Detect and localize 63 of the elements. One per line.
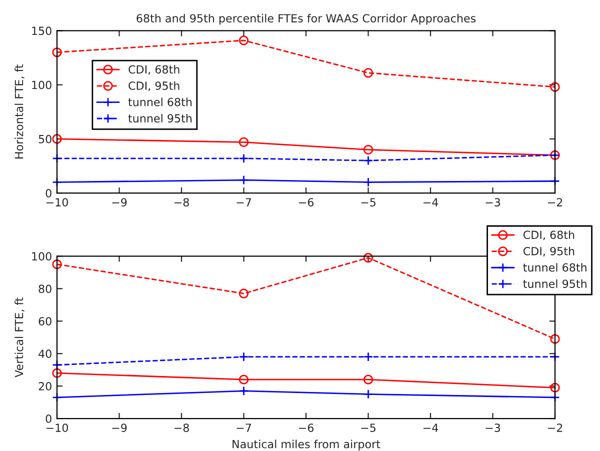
y-tick-label: 150	[32, 26, 52, 36]
point	[550, 382, 560, 393]
x-tick-label: −4	[423, 198, 438, 206]
point	[363, 252, 374, 263]
point	[52, 47, 62, 58]
x-tick-label: −3	[486, 198, 500, 206]
point	[52, 368, 62, 378]
x-tick-label: −3	[486, 424, 500, 432]
point	[363, 156, 374, 166]
x-tick-label: −7	[236, 198, 251, 206]
point	[52, 259, 62, 270]
legend-label: tunnel 68th	[523, 263, 586, 272]
point	[363, 144, 374, 155]
y-tick-label: 20	[38, 382, 52, 390]
x-tick-label: −10	[46, 424, 68, 432]
legend-label: tunnel 68th	[128, 98, 192, 106]
point	[363, 374, 374, 384]
x-tick-label: −7	[236, 424, 251, 432]
point	[550, 82, 560, 92]
y-axis-title: Horizontal FTE, ft	[14, 64, 24, 158]
x-tick-label: −2	[548, 198, 562, 206]
x-tick-label: −6	[298, 424, 314, 432]
point	[238, 36, 249, 46]
x-tick-label: −6	[298, 198, 314, 206]
legend-label: tunnel 95th	[523, 279, 586, 288]
y-tick-label: 100	[32, 252, 52, 261]
x-tick-label: −9	[112, 198, 127, 206]
x-tick-label: −5	[361, 198, 376, 206]
point	[238, 352, 249, 362]
y-tick-label: 40	[38, 350, 52, 358]
point	[550, 334, 560, 344]
legend-label: CDI, 68th	[523, 230, 574, 240]
point	[363, 177, 374, 188]
y-tick-label: 80	[38, 284, 52, 294]
x-tick-label: −9	[112, 424, 127, 432]
legend-label: CDI, 68th	[128, 65, 180, 75]
legend-label: tunnel 95th	[128, 114, 192, 123]
point	[238, 175, 249, 185]
chart-title: 68th and 95th percentile FTEs for WAAS Corridor Approaches	[136, 14, 476, 25]
y-axis-title: Vertical FTE, ft	[14, 297, 24, 378]
point	[363, 389, 374, 400]
legend-label: CDI, 95th	[523, 246, 574, 256]
point	[52, 134, 62, 144]
y-tick-label: 0	[46, 414, 52, 423]
x-tick-label: −2	[548, 424, 562, 432]
point	[238, 137, 249, 148]
y-tick-label: 50	[38, 134, 52, 144]
legend-label: CDI, 95th	[128, 81, 180, 92]
point	[238, 374, 249, 384]
x-tick-label: −4	[423, 424, 438, 432]
y-tick-label: 60	[38, 317, 52, 326]
y-tick-label: 0	[46, 189, 52, 198]
point	[238, 386, 249, 396]
point	[238, 288, 249, 298]
x-tick-label: −5	[361, 424, 376, 432]
x-tick-label: −8	[174, 424, 189, 432]
x-axis-title: Nautical miles from airport	[232, 440, 380, 450]
x-tick-label: −10	[46, 198, 68, 206]
x-tick-label: −8	[174, 198, 189, 206]
point	[363, 352, 374, 362]
y-tick-label: 100	[32, 80, 52, 90]
point	[238, 154, 249, 164]
point	[363, 68, 374, 78]
